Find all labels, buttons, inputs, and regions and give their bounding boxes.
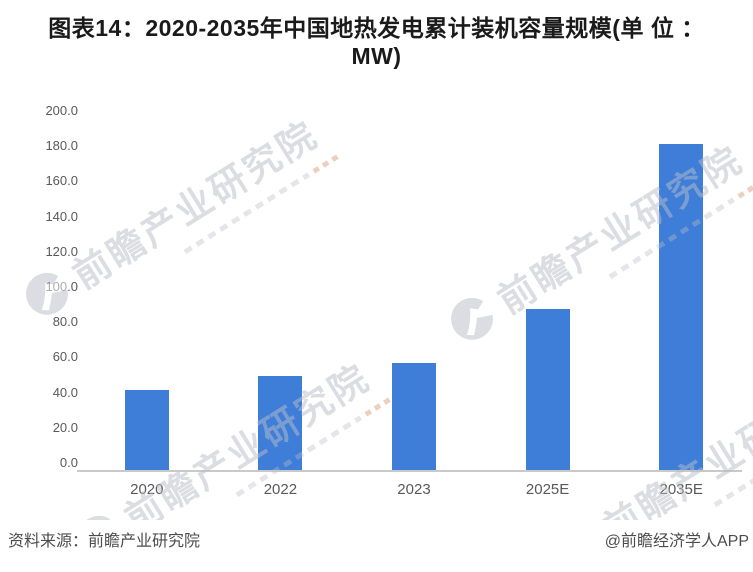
y-axis-tick-label: 100.0 — [45, 279, 78, 294]
source-note: 资料来源：前瞻产业研究院 — [8, 533, 201, 550]
y-axis-tick-label: 140.0 — [45, 208, 78, 224]
credit-note: @前瞻经济学人APP — [604, 533, 749, 550]
y-axis-tick-label: 40.0 — [52, 384, 78, 400]
y-axis-tick-label: 60.0 — [52, 349, 78, 365]
bar-2025E — [525, 309, 570, 471]
x-axis-line — [77, 470, 742, 472]
plot-area — [80, 112, 748, 471]
bar-slot-2035E — [614, 112, 748, 471]
y-axis-tick-label: 200.0 — [45, 103, 78, 118]
chart-title-line1: 图表14：2020-2035年中国地热发电累计装机容量规模(单 位 ： — [48, 15, 705, 41]
x-axis-tick-label: 2035E — [659, 481, 703, 498]
bar-slot-2023 — [347, 112, 481, 471]
x-axis-tick-label: 2025E — [525, 481, 570, 498]
y-axis-tick-label: 20.0 — [52, 419, 78, 435]
bar-2022 — [258, 376, 303, 471]
y-axis-tick-label: 120.0 — [45, 243, 78, 259]
bar-slot-2025E — [481, 112, 615, 471]
x-axis-tick-label: 2022 — [263, 481, 298, 498]
y-axis-tick-label: 80.0 — [52, 314, 78, 330]
bar-2020 — [124, 390, 169, 471]
qianzhan-logo-icon — [67, 505, 130, 520]
bar-2023 — [391, 363, 436, 471]
bar-2035E — [659, 144, 704, 471]
bar-slot-2020 — [80, 112, 214, 471]
qianzhan-logo-icon — [545, 515, 608, 520]
x-axis: 2020 2022 2023 2025E 2035E — [80, 480, 748, 500]
y-axis-tick-label: 0.0 — [59, 455, 78, 470]
y-axis-tick-label: 160.0 — [45, 173, 78, 189]
chart-title-line2: MW) — [351, 43, 402, 69]
bar-slot-2022 — [214, 112, 348, 471]
y-axis-tick-label: 180.0 — [45, 138, 78, 154]
chart-title: 图表14：2020-2035年中国地热发电累计装机容量规模(单 位 ： MW) — [0, 14, 753, 70]
x-axis-tick-label: 2020 — [130, 481, 164, 498]
x-axis-tick-label: 2023 — [397, 481, 431, 498]
